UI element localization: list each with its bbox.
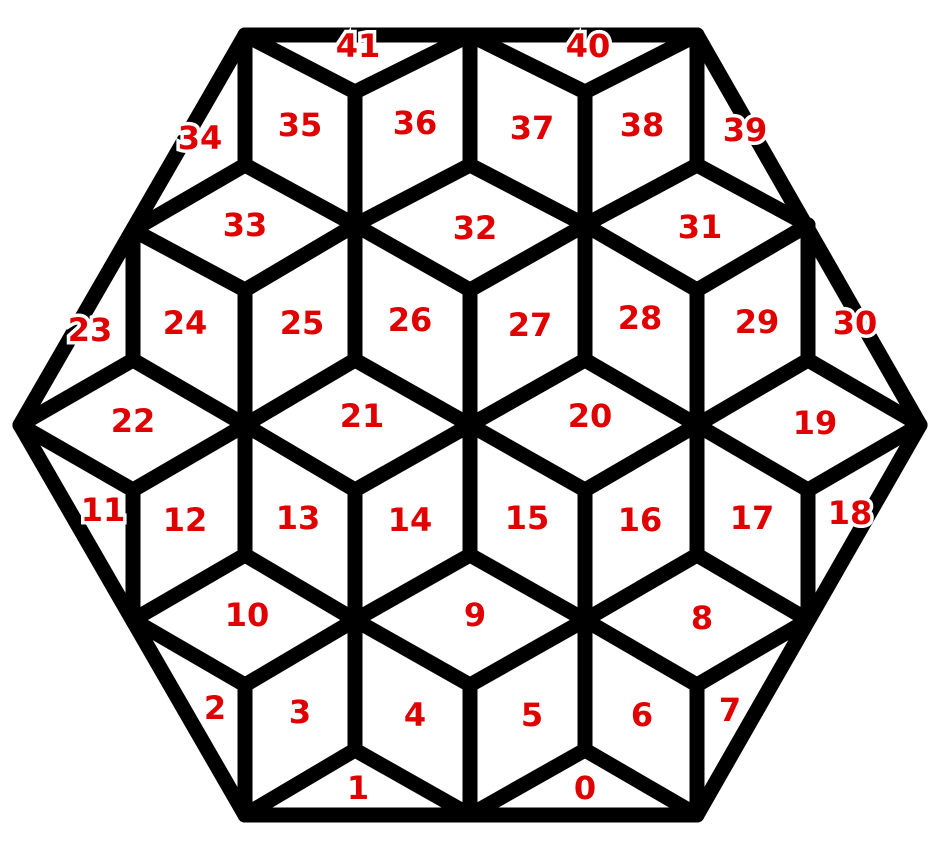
cell-label-38[interactable]: 38 <box>616 103 668 148</box>
cell-label-21[interactable]: 21 <box>336 394 388 439</box>
cell-label-3[interactable]: 3 <box>285 690 314 735</box>
cell-label-32[interactable]: 32 <box>449 206 501 251</box>
cell-label-19[interactable]: 19 <box>789 401 841 446</box>
cell-label-30[interactable]: 30 <box>829 301 881 346</box>
cell-label-17[interactable]: 17 <box>726 496 778 541</box>
cell-label-15[interactable]: 15 <box>501 496 553 541</box>
cell-label-12[interactable]: 12 <box>159 498 211 543</box>
cell-label-27[interactable]: 27 <box>504 303 556 348</box>
cell-label-29[interactable]: 29 <box>731 300 783 345</box>
cell-label-13[interactable]: 13 <box>272 496 324 541</box>
cell-label-37[interactable]: 37 <box>506 106 558 151</box>
cell-label-1[interactable]: 1 <box>343 766 372 811</box>
cell-label-16[interactable]: 16 <box>614 498 666 543</box>
cell-label-18[interactable]: 18 <box>824 491 876 536</box>
cell-label-22[interactable]: 22 <box>107 399 159 444</box>
sector-lower-left <box>12 417 478 823</box>
cell-label-28[interactable]: 28 <box>614 296 666 341</box>
cell-label-10[interactable]: 10 <box>221 593 273 638</box>
sector-upper-right <box>347 27 928 433</box>
cell-label-41[interactable]: 41 <box>332 24 384 69</box>
cell-label-5[interactable]: 5 <box>517 693 546 738</box>
cell-label-24[interactable]: 24 <box>159 301 211 346</box>
cell-label-11[interactable]: 11 <box>77 488 129 533</box>
cell-label-26[interactable]: 26 <box>384 298 436 343</box>
hexagon-grid-lines <box>12 27 928 823</box>
cell-label-2[interactable]: 2 <box>200 686 229 731</box>
cell-label-20[interactable]: 20 <box>564 394 616 439</box>
cell-label-0[interactable]: 0 <box>570 766 599 811</box>
cell-label-25[interactable]: 25 <box>276 301 328 346</box>
cell-labels: 0 1 2 3 4 5 6 7 8 9 10 11 12 13 14 15 16… <box>64 24 881 811</box>
cell-label-23[interactable]: 23 <box>64 308 116 353</box>
cell-label-7[interactable]: 7 <box>715 688 744 733</box>
cell-label-40[interactable]: 40 <box>562 24 614 69</box>
cell-label-6[interactable]: 6 <box>627 693 656 738</box>
cell-label-14[interactable]: 14 <box>384 498 436 543</box>
cell-label-36[interactable]: 36 <box>389 101 441 146</box>
cell-label-8[interactable]: 8 <box>687 596 716 641</box>
cell-label-31[interactable]: 31 <box>674 205 726 250</box>
sector-lower-right <box>347 417 928 823</box>
cell-label-39[interactable]: 39 <box>719 108 771 153</box>
cell-label-33[interactable]: 33 <box>219 203 271 248</box>
sector-upper-left <box>12 27 478 433</box>
cell-label-35[interactable]: 35 <box>274 103 326 148</box>
cell-label-34[interactable]: 34 <box>174 116 226 161</box>
cell-label-4[interactable]: 4 <box>400 693 429 738</box>
cell-label-9[interactable]: 9 <box>460 593 489 638</box>
